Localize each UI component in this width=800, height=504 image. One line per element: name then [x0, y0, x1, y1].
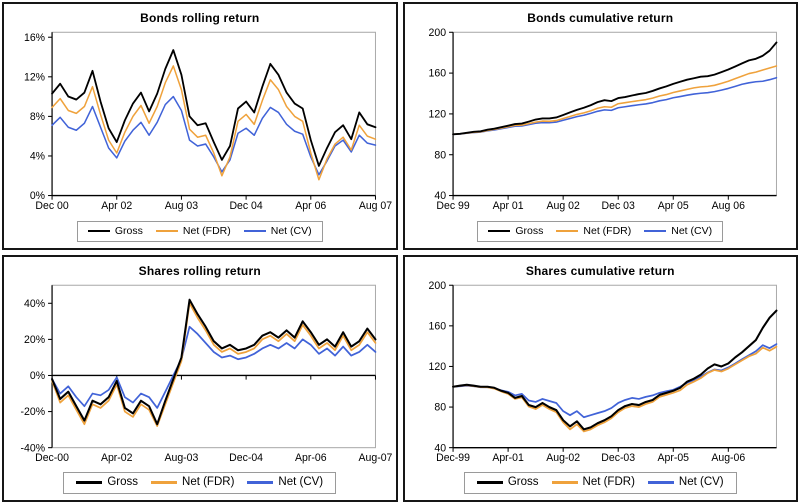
chart-title: Shares rolling return — [138, 263, 261, 278]
bonds-rolling-return-plot: 0% 4% 8% 12% 16% Dec 00 Apr 02 Aug 03 Dec 04 Apr … — [24, 32, 392, 212]
legend: Gross Net (FDR) Net (CV) — [6, 472, 394, 498]
svg-text:120: 120 — [428, 108, 446, 120]
gross-line-swatch — [476, 480, 503, 484]
svg-text:Aug 07: Aug 07 — [359, 200, 392, 212]
legend-item-gross: Gross — [76, 476, 138, 488]
legend-item-net-fdr: Net (FDR) — [155, 224, 231, 237]
svg-text:40%: 40% — [24, 297, 46, 309]
net-cv-line-swatch — [247, 480, 274, 484]
panel-shares-rolling-return: Shares rolling return -40% -20% 0% 20% 40% De… — [2, 254, 398, 502]
svg-text:Apr 05: Apr 05 — [657, 200, 688, 212]
legend-item-net-cv: Net (CV) — [247, 476, 323, 488]
svg-text:Apr-05: Apr-05 — [657, 451, 689, 463]
legend-item-net-cv: Net (CV) — [647, 476, 724, 488]
chart-title: Bonds cumulative return — [527, 11, 674, 25]
svg-text:Aug 03: Aug 03 — [165, 200, 198, 212]
svg-text:Aug 06: Aug 06 — [711, 200, 744, 212]
svg-text:Aug-06: Aug-06 — [711, 451, 745, 463]
gross-line-swatch — [87, 229, 110, 232]
legend-item-net-cv: Net (CV) — [243, 224, 312, 237]
legend-label: Gross — [107, 476, 139, 488]
legend-item-net-fdr: Net (FDR) — [556, 225, 631, 237]
panel-bonds-rolling-return: Bonds rolling return 0% 4% 8% 12% 16% Dec 00 A… — [2, 2, 398, 250]
svg-text:8%: 8% — [30, 111, 46, 123]
svg-text:20%: 20% — [24, 333, 46, 345]
svg-text:200: 200 — [428, 279, 446, 291]
legend-label: Net (FDR) — [582, 476, 635, 488]
net-fdr-line-swatch — [551, 480, 578, 484]
panel-shares-cumulative-return: Shares cumulative return 40 80 120 160 200 De… — [402, 254, 798, 502]
svg-text:Apr 01: Apr 01 — [492, 200, 523, 212]
svg-text:Dec-99: Dec-99 — [436, 451, 470, 463]
net-fdr-line-swatch — [151, 480, 178, 484]
svg-text:80: 80 — [434, 149, 446, 161]
legend: Gross Net (FDR) Net (CV) — [407, 220, 795, 246]
svg-text:160: 160 — [428, 320, 446, 332]
svg-text:-20%: -20% — [21, 406, 46, 418]
bonds-cumulative-return-plot: 40 80 120 160 200 Dec 99 Apr 01 Aug 02 Dec 03 Apr… — [428, 27, 777, 212]
legend-label: Gross — [515, 224, 544, 237]
svg-text:200: 200 — [428, 27, 446, 39]
svg-text:Dec-04: Dec-04 — [229, 451, 263, 463]
shares-rolling-return-plot: -40% -20% 0% 20% 40% Dec-00 Apr-02 Aug-03 Dec-04… — [21, 284, 393, 464]
legend-label: Net (CV) — [671, 224, 713, 237]
svg-text:Dec-03: Dec-03 — [601, 451, 635, 463]
svg-text:Dec-00: Dec-00 — [35, 451, 69, 463]
panel-bonds-cumulative-return: Bonds cumulative return 40 80 120 160 200 Dec… — [402, 2, 798, 250]
svg-text:4%: 4% — [30, 150, 46, 162]
legend-label: Net (CV) — [278, 476, 324, 488]
net-fdr-line-swatch — [556, 229, 579, 232]
svg-text:Dec 99: Dec 99 — [436, 200, 469, 212]
legend-item-net-fdr: Net (FDR) — [151, 476, 234, 488]
svg-text:Apr-02: Apr-02 — [101, 451, 133, 463]
svg-text:0%: 0% — [30, 369, 46, 381]
svg-text:Apr-06: Apr-06 — [295, 451, 327, 463]
net-fdr-line-swatch — [155, 229, 178, 232]
svg-text:16%: 16% — [24, 32, 45, 44]
svg-text:Aug-03: Aug-03 — [164, 451, 198, 463]
legend-item-net-cv: Net (CV) — [644, 225, 712, 237]
svg-text:Dec 04: Dec 04 — [229, 200, 262, 212]
legend-label: Gross — [507, 476, 539, 488]
net-cv-line-swatch — [647, 480, 674, 484]
legend-label: Net (FDR) — [583, 224, 632, 237]
legend: Gross Net (FDR) Net (CV) — [6, 220, 394, 246]
svg-text:Apr-01: Apr-01 — [492, 451, 524, 463]
svg-text:120: 120 — [428, 360, 446, 372]
net-cv-line-swatch — [243, 229, 266, 232]
svg-text:-40%: -40% — [21, 442, 46, 454]
svg-text:12%: 12% — [24, 71, 45, 83]
svg-text:40: 40 — [434, 442, 446, 454]
svg-text:Aug-02: Aug-02 — [546, 451, 580, 463]
legend-item-gross: Gross — [476, 476, 539, 488]
legend-item-gross: Gross — [87, 224, 143, 237]
gross-line-swatch — [488, 229, 511, 232]
legend-label: Net (FDR) — [182, 224, 231, 237]
gross-line-swatch — [76, 480, 103, 484]
svg-text:160: 160 — [428, 68, 446, 80]
svg-text:80: 80 — [434, 401, 446, 413]
svg-text:Aug-07: Aug-07 — [359, 451, 393, 463]
svg-text:Dec 00: Dec 00 — [35, 200, 68, 212]
chart-title: Bonds rolling return — [140, 11, 260, 25]
legend: Gross Net (FDR) Net (CV) — [407, 472, 795, 498]
svg-text:Dec 03: Dec 03 — [601, 200, 634, 212]
svg-text:40: 40 — [434, 190, 446, 202]
svg-text:Aug 02: Aug 02 — [546, 200, 579, 212]
chart-title: Shares cumulative return — [525, 263, 675, 278]
net-cv-line-swatch — [644, 229, 667, 232]
legend-label: Net (CV) — [678, 476, 724, 488]
legend-label: Net (CV) — [270, 224, 312, 237]
legend-item-net-fdr: Net (FDR) — [551, 476, 635, 488]
legend-item-gross: Gross — [488, 225, 543, 237]
legend-label: Gross — [114, 224, 143, 237]
legend-label: Net (FDR) — [182, 476, 235, 488]
svg-text:Apr 06: Apr 06 — [295, 200, 326, 212]
svg-text:Apr 02: Apr 02 — [101, 200, 132, 212]
svg-text:0%: 0% — [30, 190, 46, 202]
shares-cumulative-return-plot: 40 80 120 160 200 Dec-99 Apr-01 Aug-02 Dec-03 Apr… — [428, 279, 777, 464]
